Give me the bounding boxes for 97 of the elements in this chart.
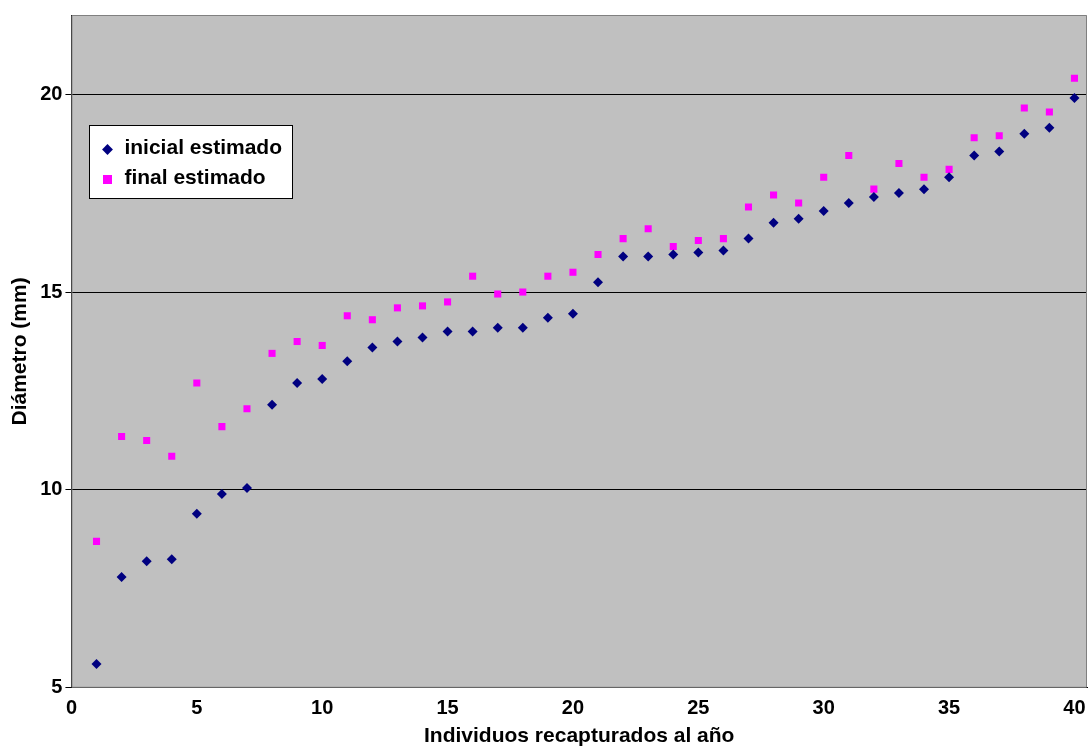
point — [494, 290, 502, 298]
point — [118, 432, 126, 441]
x-tick-label: 15 — [436, 696, 459, 719]
point — [1044, 122, 1055, 133]
point — [143, 436, 151, 444]
point — [643, 251, 654, 262]
y-tick-label: 20 — [40, 81, 63, 104]
point — [743, 233, 754, 244]
point — [544, 272, 552, 280]
point — [517, 322, 528, 333]
point — [418, 302, 427, 310]
point — [292, 378, 303, 389]
point — [216, 488, 227, 499]
point — [970, 134, 978, 142]
point — [567, 308, 578, 319]
point — [318, 341, 326, 349]
point — [995, 132, 1003, 140]
point — [668, 249, 679, 260]
point — [820, 173, 828, 181]
point — [467, 326, 478, 337]
point — [293, 337, 301, 346]
point — [91, 659, 102, 670]
point — [693, 247, 704, 258]
point — [1019, 128, 1030, 139]
point — [893, 188, 904, 199]
point — [193, 379, 201, 387]
y-tick-label: 5 — [51, 675, 63, 698]
point — [694, 237, 702, 245]
point — [744, 203, 753, 211]
point — [818, 205, 829, 216]
point — [168, 452, 176, 460]
legend-label: final estimado — [124, 165, 266, 189]
point — [868, 192, 879, 203]
point — [1020, 104, 1028, 112]
x-tick-label: 40 — [1063, 696, 1086, 719]
point — [669, 242, 677, 251]
point — [718, 245, 729, 256]
point — [166, 554, 177, 565]
point — [469, 272, 477, 280]
point — [593, 277, 604, 288]
point — [417, 332, 428, 343]
point — [845, 151, 853, 160]
point — [569, 268, 577, 276]
x-tick-label: 10 — [311, 696, 334, 719]
y-axis-title: Diámetro (mm) — [7, 277, 31, 426]
point — [542, 312, 553, 323]
point — [191, 508, 202, 519]
point — [368, 316, 376, 324]
y-tick-label: 15 — [40, 279, 63, 302]
point — [243, 405, 251, 413]
point — [1070, 74, 1078, 82]
point — [218, 423, 226, 431]
point — [619, 235, 627, 243]
legend-label: inicial estimado — [124, 135, 282, 159]
point — [241, 482, 252, 493]
point — [895, 159, 903, 167]
point — [492, 322, 503, 333]
point — [719, 235, 727, 243]
point — [969, 150, 980, 161]
point — [945, 165, 953, 173]
point — [795, 199, 803, 207]
point — [393, 304, 401, 312]
point — [141, 556, 152, 567]
point — [870, 185, 878, 193]
point — [644, 225, 652, 233]
point — [1045, 108, 1053, 116]
point — [1069, 93, 1080, 104]
point — [392, 336, 403, 347]
point — [793, 213, 804, 224]
point — [268, 349, 276, 357]
point — [768, 217, 779, 228]
point — [444, 298, 452, 306]
y-tick-label: 10 — [40, 477, 63, 500]
point — [618, 251, 629, 262]
point — [342, 356, 353, 367]
point — [442, 326, 453, 337]
point — [267, 399, 278, 410]
point — [920, 173, 928, 181]
x-tick-label: 0 — [65, 696, 78, 719]
x-tick-label: 20 — [561, 696, 585, 719]
point — [994, 146, 1005, 157]
point — [594, 250, 602, 258]
point — [944, 172, 955, 183]
point — [367, 342, 378, 353]
x-tick-label: 30 — [812, 696, 835, 719]
point — [343, 312, 351, 320]
point — [919, 184, 930, 195]
x-tick-label: 25 — [687, 696, 710, 719]
point — [317, 374, 328, 385]
x-tick-label: 5 — [191, 696, 203, 719]
point — [519, 288, 527, 296]
point — [843, 197, 854, 208]
point — [116, 571, 127, 582]
x-axis-title: Individuos recapturados al año — [424, 723, 735, 747]
point — [92, 537, 101, 545]
x-tick-label: 35 — [937, 696, 961, 719]
point — [770, 191, 778, 199]
